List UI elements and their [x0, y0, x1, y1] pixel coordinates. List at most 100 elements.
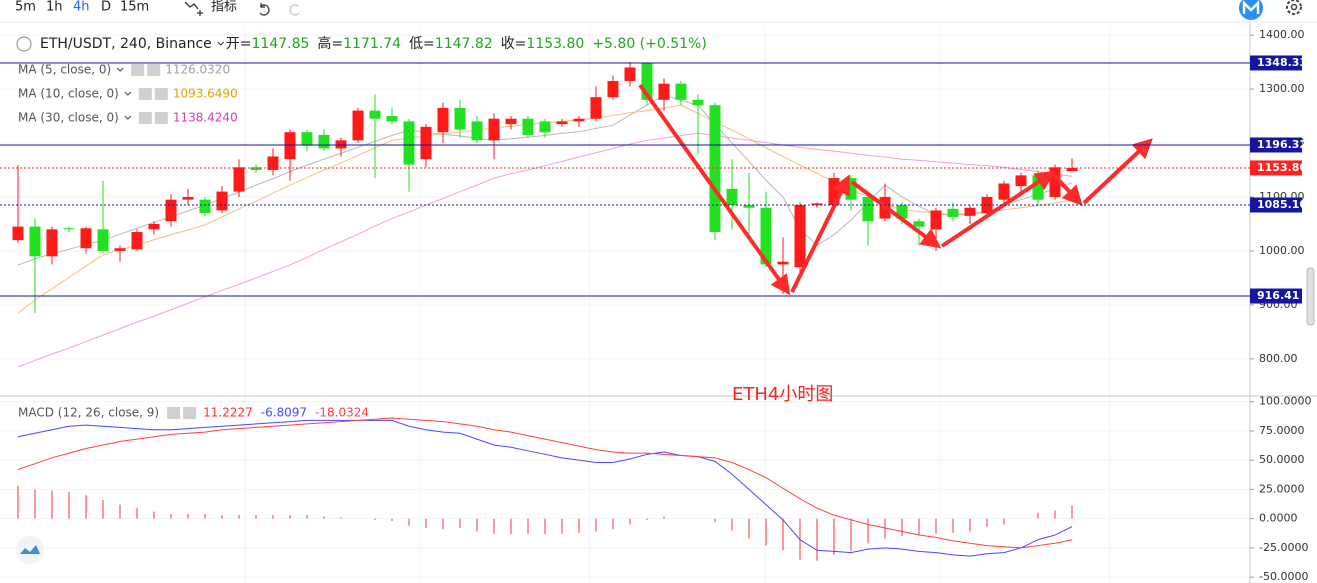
- symbol-icon: [16, 36, 32, 52]
- settings-icon-center: [1290, 3, 1298, 11]
- indicators-button[interactable]: 指标: [211, 0, 237, 15]
- candle-body: [947, 208, 959, 217]
- legend-value: 1138.4240: [173, 111, 238, 125]
- candle-body: [505, 118, 517, 125]
- price-label-box: [1250, 160, 1302, 176]
- candle-body: [726, 188, 738, 206]
- arrow: [790, 174, 850, 293]
- y-tick-label: 0.0000: [1259, 512, 1298, 525]
- logo-m-glyph: [1242, 0, 1260, 14]
- legend-eye[interactable]: [138, 112, 152, 124]
- candle-body: [148, 223, 160, 230]
- legend-close[interactable]: [154, 88, 168, 100]
- interval-button[interactable]: D: [101, 0, 111, 15]
- dropdown-caret: [217, 41, 225, 46]
- settings-icon[interactable]: [1286, 0, 1302, 15]
- candle-body: [1015, 175, 1027, 187]
- legend-value: -18.0324: [315, 406, 369, 420]
- arrow: [1052, 173, 1083, 206]
- legend-caret: [116, 67, 124, 72]
- arrow: [940, 170, 1056, 248]
- candle-body: [556, 121, 568, 125]
- ohlc-label: 低=: [409, 36, 435, 52]
- legend-caret: [124, 115, 132, 120]
- indicator-icon[interactable]: [184, 1, 203, 16]
- legend-value: 11.2227: [203, 406, 253, 420]
- candle-body: [760, 207, 772, 265]
- ohlc-label: 高=: [317, 35, 343, 52]
- candle-body: [590, 97, 602, 119]
- candle-body: [930, 210, 942, 230]
- candle-body: [862, 196, 874, 222]
- legend-value: 1093.6490: [173, 87, 238, 101]
- candle-body: [811, 203, 823, 206]
- annotation: ETH4小时图: [732, 384, 833, 405]
- candle-body: [743, 205, 755, 208]
- legend-name: MA (5, close, 0): [18, 63, 111, 77]
- interval-button[interactable]: 4h: [73, 0, 90, 15]
- candle-body: [709, 105, 721, 233]
- y-tick-label: 100.0000: [1259, 395, 1312, 408]
- legend-close[interactable]: [154, 112, 168, 124]
- candle-body: [12, 226, 24, 241]
- legend-eye[interactable]: [131, 64, 145, 76]
- redo-icon[interactable]: [289, 4, 300, 16]
- candle-body: [386, 116, 398, 122]
- candle-body: [335, 140, 347, 149]
- ohlc-value: 1153.80: [526, 36, 584, 52]
- tv-logo[interactable]: [16, 536, 44, 564]
- legend-name: MA (30, close, 0): [18, 111, 119, 125]
- candle-body: [692, 99, 704, 106]
- macd-line: [17, 417, 1073, 549]
- legend-name: MA (10, close, 0): [18, 87, 119, 101]
- price-label-box: [1250, 55, 1302, 71]
- candle-body: [896, 205, 908, 219]
- candle-body: [131, 232, 143, 250]
- interval-button[interactable]: 1h: [46, 0, 63, 15]
- y-tick-label: 50.0000: [1259, 453, 1305, 466]
- interval-button[interactable]: 15m: [120, 0, 149, 15]
- undo-icon[interactable]: [259, 3, 270, 16]
- candle-body: [573, 118, 585, 122]
- ohlc-label: 收=: [501, 36, 527, 52]
- candle-body: [182, 196, 194, 200]
- candle-body: [63, 228, 75, 230]
- candle-body: [794, 205, 806, 268]
- candle-body: [522, 118, 534, 135]
- change: +5.80 (+0.51%): [592, 36, 706, 52]
- candle-body: [233, 167, 245, 192]
- scroll-handle[interactable]: [1306, 267, 1315, 326]
- arrow: [850, 180, 942, 249]
- candle-body: [80, 228, 92, 249]
- interval-button[interactable]: 5m: [15, 0, 36, 15]
- candle-body: [641, 63, 653, 100]
- y-tick-label: -50.0000: [1259, 570, 1308, 583]
- legend-eye[interactable]: [167, 407, 181, 419]
- ohlc-value: 1171.74: [343, 36, 401, 52]
- candle-body: [199, 199, 211, 214]
- arrows: [638, 83, 1153, 296]
- candle-body: [165, 199, 177, 222]
- candle-body: [301, 132, 313, 146]
- candle-body: [29, 226, 41, 257]
- y-tick-label: 1300.00: [1259, 82, 1305, 95]
- ohlc-value: 1147.85: [252, 36, 310, 52]
- legend-value: 1126.0320: [165, 63, 230, 77]
- candle-body: [539, 121, 551, 133]
- candle-body: [964, 207, 976, 216]
- candle-body: [369, 110, 381, 119]
- y-tick-label: 1400.00: [1259, 28, 1305, 41]
- legend-eye[interactable]: [138, 88, 152, 100]
- candle-body: [471, 121, 483, 141]
- plot-layer: [0, 34, 1250, 578]
- candle-body: [403, 121, 415, 165]
- legend-caret: [124, 91, 132, 96]
- arrow: [1082, 138, 1153, 205]
- legend-close[interactable]: [147, 64, 161, 76]
- candle-body: [607, 80, 619, 98]
- legend-value: -6.8097: [261, 406, 307, 420]
- candle-body: [1066, 167, 1078, 172]
- legend-close[interactable]: [183, 407, 197, 419]
- candle-body: [845, 178, 857, 200]
